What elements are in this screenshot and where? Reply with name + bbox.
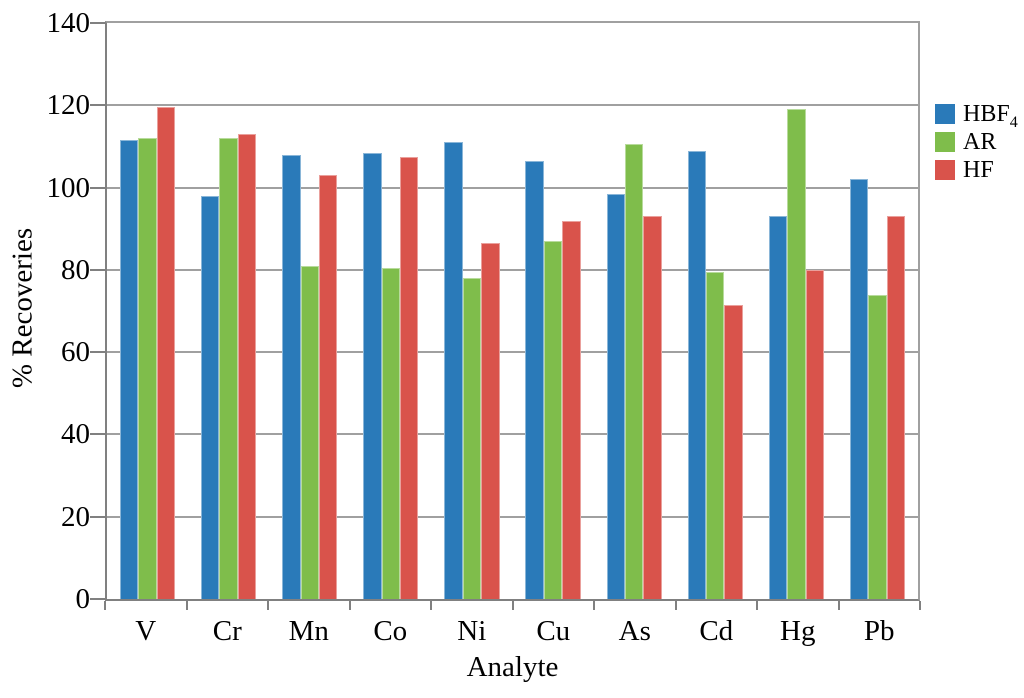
bar-cu-hf (562, 220, 581, 599)
y-tick-mark-60 (90, 351, 105, 354)
x-category-label-as: As (618, 615, 651, 647)
bar-cd-ar (706, 271, 725, 599)
bar-pb-hf (886, 216, 906, 599)
x-tick-mark-8 (756, 601, 758, 610)
gridline-y-20 (107, 515, 918, 518)
bar-as-hbf4 (606, 193, 625, 599)
bar-cu-ar (543, 241, 563, 599)
bar-ni-hbf4 (444, 142, 463, 599)
bar-v-ar (138, 138, 157, 599)
bar-v-hbf4 (119, 140, 139, 599)
legend-label-ar: AR (963, 128, 997, 155)
bar-cd-hbf4 (687, 150, 707, 599)
bar-ni-hf (481, 243, 500, 599)
bar-hg-hf (805, 269, 824, 599)
bar-hg-ar (787, 109, 806, 599)
bar-cr-ar (219, 138, 238, 599)
y-tick-label-60: 60 (61, 336, 90, 369)
x-tick-mark-1 (185, 601, 188, 610)
y-tick-label-100: 100 (46, 171, 91, 204)
legend-item-ar: AR (935, 128, 1018, 156)
x-tick-mark-10 (919, 601, 921, 610)
y-tick-label-80: 80 (61, 253, 90, 286)
x-tick-mark-3 (348, 601, 351, 610)
x-category-label-pb: Pb (863, 615, 895, 647)
y-tick-mark-100 (90, 186, 105, 189)
y-tick-mark-120 (90, 104, 105, 107)
x-tick-mark-6 (593, 601, 595, 610)
bar-ni-ar (462, 278, 482, 599)
legend-label-hbf4: HBF4 (963, 100, 1018, 131)
y-tick-label-40: 40 (61, 418, 90, 451)
x-tick-mark-9 (837, 601, 840, 610)
x-category-label-v: V (135, 615, 157, 647)
bar-co-hf (400, 156, 419, 599)
legend-swatch-hf-icon (935, 160, 955, 180)
bar-as-ar (624, 144, 644, 599)
y-tick-label-20: 20 (61, 500, 90, 533)
bar-v-hf (156, 107, 176, 599)
y-tick-label-120: 120 (46, 89, 91, 122)
y-tick-mark-140 (90, 22, 105, 24)
y-tick-mark-0 (90, 598, 105, 600)
x-category-label-cd: Cd (699, 615, 734, 647)
gridline-y-100 (107, 186, 918, 189)
gridline-y-120 (107, 104, 918, 107)
legend: HBF4 AR HF (935, 100, 1018, 184)
y-tick-label-140: 140 (46, 7, 91, 39)
x-category-label-co: Co (373, 615, 408, 647)
y-tick-mark-20 (90, 515, 105, 518)
bar-cr-hbf4 (201, 195, 220, 599)
bar-mn-hbf4 (282, 154, 301, 599)
x-tick-mark-7 (674, 601, 677, 610)
x-tick-mark-4 (430, 601, 432, 610)
x-tick-mark-0 (104, 601, 106, 610)
gridline-y-40 (107, 433, 918, 436)
bar-cu-hbf4 (525, 160, 544, 599)
x-category-label-cr: Cr (212, 615, 242, 647)
x-tick-mark-5 (511, 601, 514, 610)
bar-co-ar (381, 267, 401, 599)
x-category-label-cu: Cu (536, 615, 571, 647)
bar-co-hbf4 (363, 152, 382, 599)
x-axis-title: Analyte (466, 651, 559, 683)
bar-mn-ar (300, 265, 319, 599)
legend-swatch-hbf4-icon (935, 104, 955, 124)
legend-item-hf: HF (935, 156, 1018, 184)
legend-swatch-ar-icon (935, 132, 955, 152)
bar-pb-ar (868, 294, 887, 599)
legend-label-hf: HF (963, 156, 994, 183)
x-tick-mark-2 (267, 601, 269, 610)
bar-as-hf (643, 216, 662, 599)
bar-hg-hbf4 (768, 216, 788, 599)
bar-cd-hf (724, 304, 743, 599)
plot-area (105, 21, 920, 601)
y-tick-mark-80 (90, 268, 105, 271)
y-tick-mark-40 (90, 433, 105, 436)
x-category-label-ni: Ni (457, 615, 487, 647)
gridline-y-60 (107, 351, 918, 354)
y-tick-label-0: 0 (75, 583, 91, 615)
legend-item-hbf4: HBF4 (935, 100, 1018, 131)
gridline-y-80 (107, 268, 918, 271)
bar-mn-hf (318, 175, 338, 599)
x-category-label-mn: Mn (288, 615, 329, 647)
bar-cr-hf (237, 134, 257, 599)
bar-pb-hbf4 (849, 179, 869, 599)
x-category-label-hg: Hg (780, 615, 816, 647)
